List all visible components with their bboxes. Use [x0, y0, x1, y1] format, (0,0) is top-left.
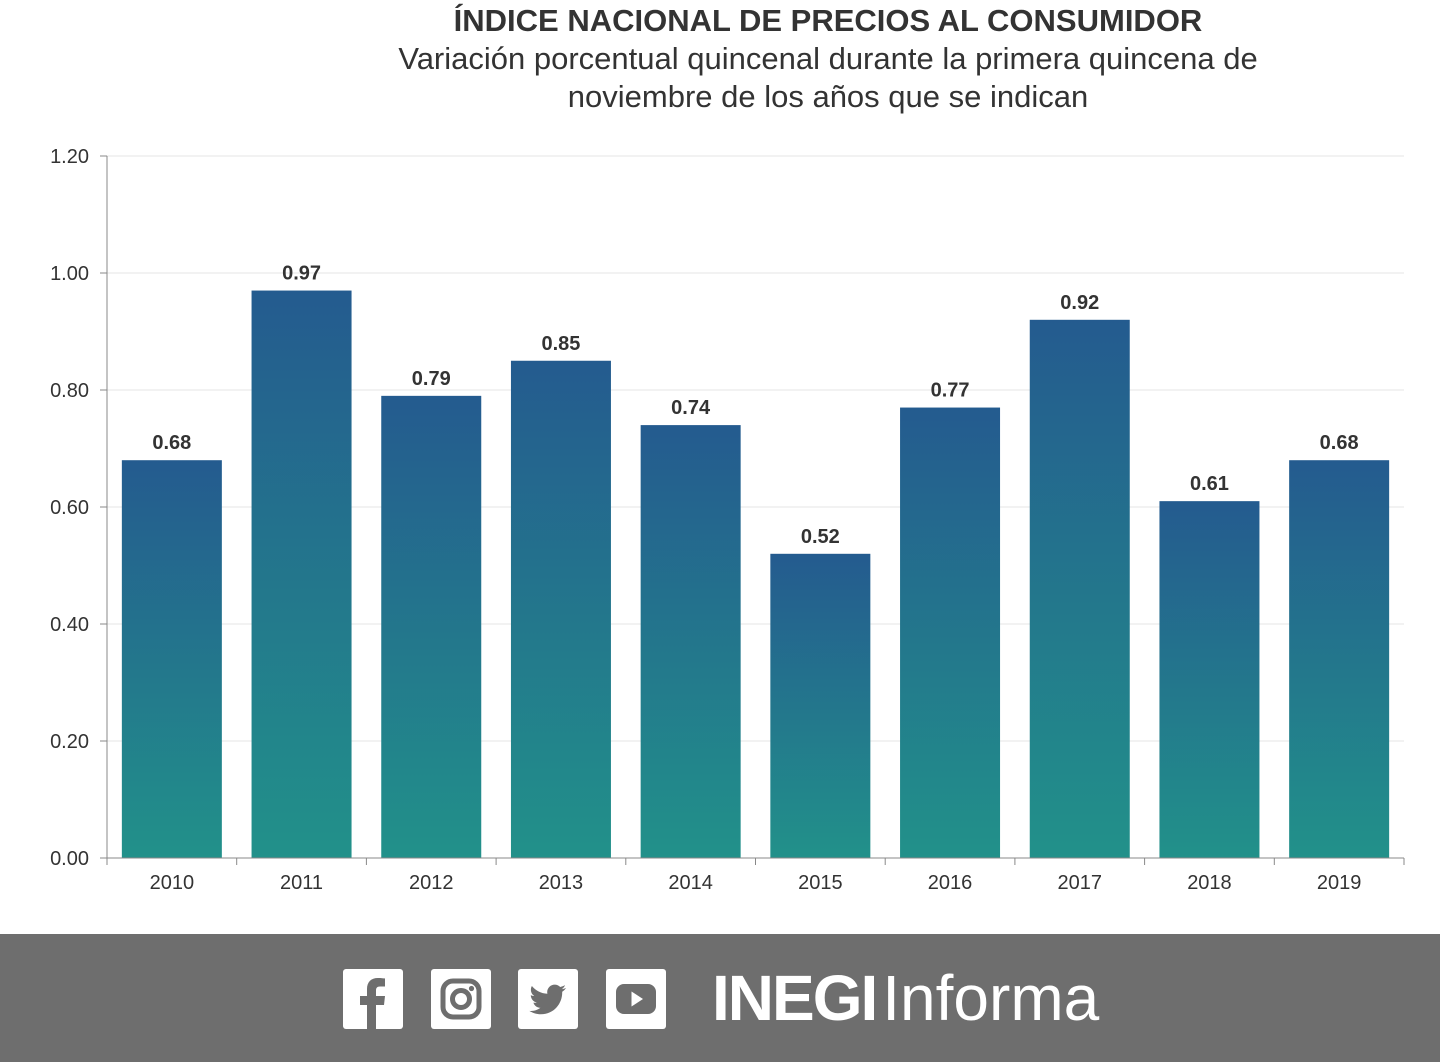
bar-2016	[900, 407, 1001, 858]
chart-subtitle-line-2: noviembre de los años que se indican	[567, 79, 1089, 114]
x-tick-label: 2013	[539, 872, 584, 894]
data-label-2017: 0.92	[1060, 292, 1099, 314]
x-tick-label: 2014	[668, 872, 713, 894]
bar-2018	[1159, 501, 1260, 858]
data-label-2010: 0.68	[152, 432, 191, 454]
twitter-icon[interactable]	[518, 969, 578, 1029]
bar-2017	[1029, 319, 1130, 858]
data-label-2013: 0.85	[541, 333, 580, 355]
bar-2012	[381, 395, 482, 858]
bar-2019	[1289, 460, 1390, 858]
data-label-2018: 0.61	[1190, 473, 1229, 495]
data-label-2016: 0.77	[931, 380, 970, 402]
instagram-icon[interactable]	[431, 969, 491, 1029]
data-label-2012: 0.79	[412, 368, 451, 390]
data-label-2019: 0.68	[1320, 432, 1359, 454]
bar-chart: 0.00 0.20 0.40 0.60 0.80 1.00 1.20 0.68 2010 0.97…	[50, 146, 1405, 894]
data-label-2011: 0.97	[282, 263, 321, 285]
labels: 0.00 0.20 0.40 0.60 0.80 1.00 1.20 0.68 2010 0.97…	[50, 146, 1361, 894]
footer-bar: INEGIInforma	[0, 934, 1440, 1062]
bar-2015	[770, 553, 871, 858]
x-tick-label: 2016	[928, 872, 973, 894]
bar-2013	[510, 360, 611, 858]
y-tick-label: 0.00	[50, 848, 89, 870]
y-tick-label: 1.00	[50, 263, 89, 285]
x-tick-label: 2019	[1317, 872, 1362, 894]
x-tick-label: 2015	[798, 872, 843, 894]
data-label-2015: 0.52	[801, 526, 840, 548]
x-tick-label: 2018	[1187, 872, 1232, 894]
bar-2010	[121, 460, 222, 858]
youtube-icon[interactable]	[606, 969, 666, 1029]
data-label-2014: 0.74	[671, 397, 711, 419]
brand-bold-text: INEGI	[712, 962, 878, 1034]
axes	[100, 155, 1405, 865]
chart-title: ÍNDICE NACIONAL DE PRECIOS AL CONSUMIDOR	[453, 3, 1203, 38]
x-tick-label: 2010	[150, 872, 195, 894]
chart-titles: ÍNDICE NACIONAL DE PRECIOS AL CONSUMIDOR…	[290, 2, 1366, 116]
x-tick-label: 2011	[280, 872, 323, 894]
x-tick-label: 2017	[1058, 872, 1103, 894]
chart-subtitle-line-1: Variación porcentual quincenal durante l…	[398, 41, 1258, 76]
bars	[121, 290, 1390, 858]
y-tick-label: 0.60	[50, 497, 89, 519]
y-tick-label: 0.80	[50, 380, 89, 402]
bar-2014	[640, 425, 741, 858]
brand-regular-text: Informa	[882, 962, 1100, 1034]
x-tick-label: 2012	[409, 872, 454, 894]
y-tick-label: 0.20	[50, 731, 89, 753]
facebook-icon[interactable]	[343, 969, 403, 1029]
y-tick-label: 0.40	[50, 614, 89, 636]
y-tick-label: 1.20	[50, 146, 89, 168]
bar-2011	[251, 290, 352, 858]
inegi-informa-logo[interactable]: INEGIInforma	[712, 962, 1099, 1034]
